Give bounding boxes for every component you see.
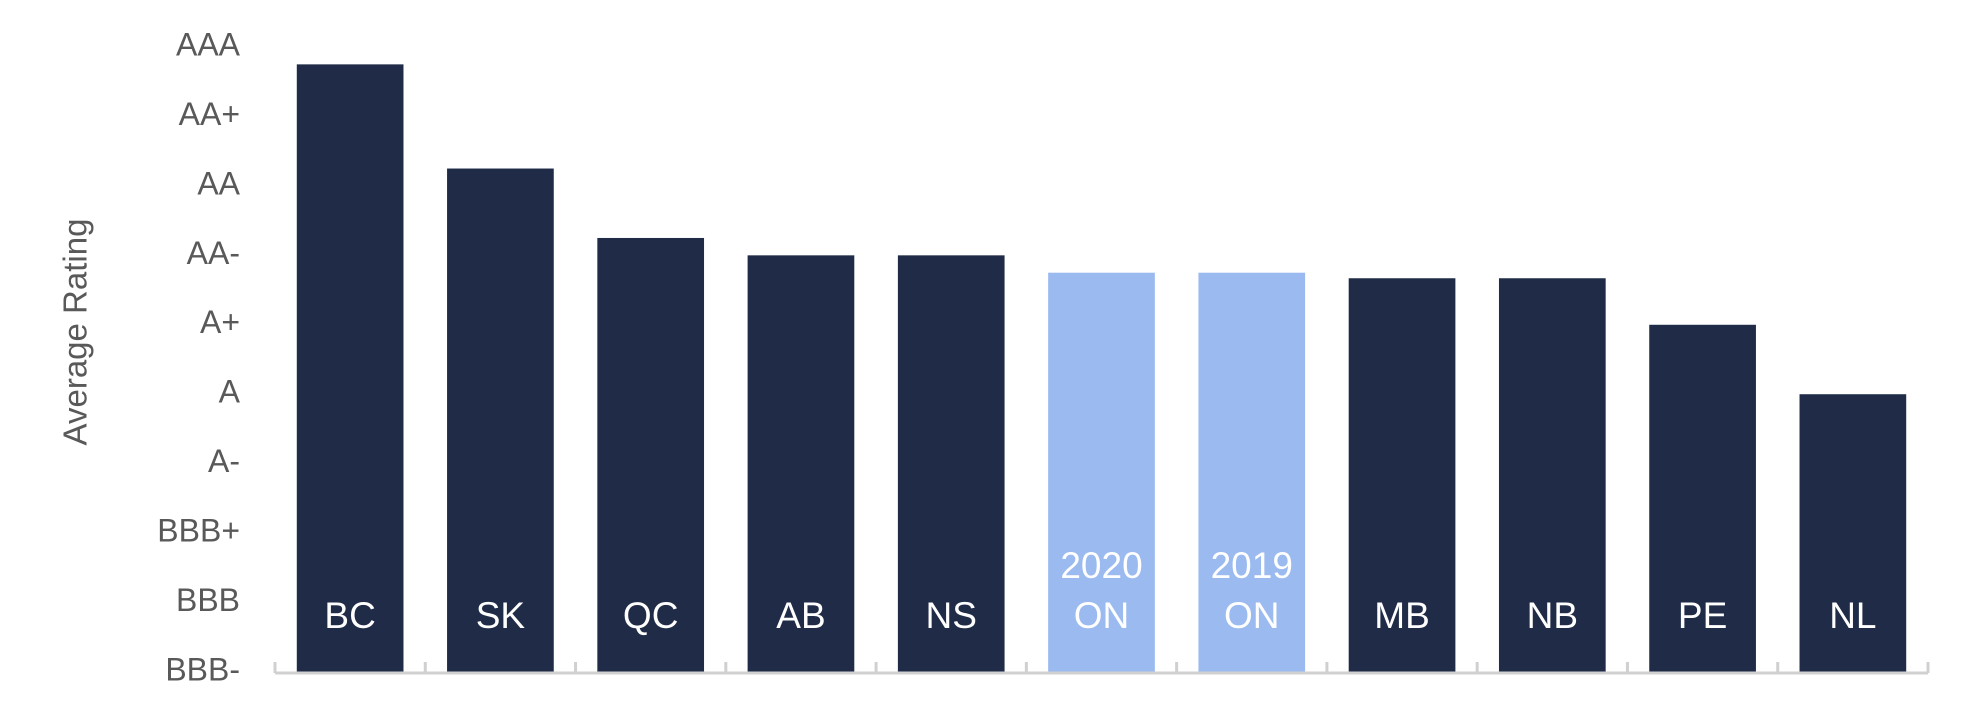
category-label: 2019 ON (1211, 545, 1293, 636)
bar (747, 255, 855, 673)
category-label: NS (926, 595, 977, 636)
y-tick-label: AA+ (179, 96, 240, 132)
y-tick-label: A- (208, 443, 240, 479)
bar (1799, 394, 1907, 672)
bar (1348, 278, 1456, 672)
category-label: MB (1374, 595, 1430, 636)
bar (1649, 324, 1756, 672)
category-label: SK (476, 595, 526, 636)
category-label: NL (1829, 595, 1876, 636)
y-tick-label: AA (197, 165, 240, 201)
bar (897, 255, 1005, 673)
category-label: QC (623, 595, 679, 636)
bar (1498, 278, 1606, 672)
bar (597, 237, 705, 672)
category-label: AB (776, 595, 825, 636)
bar (1198, 272, 1306, 672)
y-tick-label: BBB- (165, 651, 240, 687)
y-axis-title: Average Rating (57, 219, 94, 446)
category-label: 2020 ON (1060, 545, 1142, 636)
y-tick-label: BBB (176, 582, 240, 618)
y-tick-label: A (219, 374, 241, 410)
y-tick-label: AAA (176, 26, 241, 62)
bar (447, 168, 554, 672)
y-tick-label: AA- (187, 235, 240, 271)
category-label: NB (1527, 595, 1578, 636)
bar (1048, 272, 1155, 672)
bar (296, 64, 404, 673)
y-tick-label: BBB+ (157, 513, 240, 549)
category-label: BC (324, 595, 375, 636)
y-tick-label: A+ (200, 304, 240, 340)
category-label: PE (1678, 595, 1727, 636)
